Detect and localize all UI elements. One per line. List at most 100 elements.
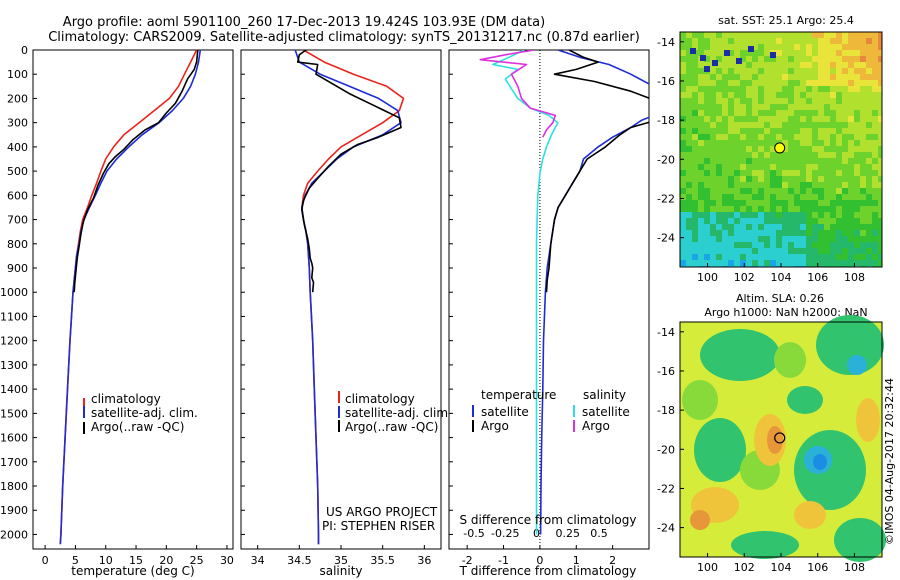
sst-cell xyxy=(758,128,764,134)
sst-cell xyxy=(854,116,860,122)
sst-cell xyxy=(878,260,882,266)
sst-cell xyxy=(680,116,686,122)
sst-cell xyxy=(776,194,782,200)
sst-cell xyxy=(866,242,872,248)
sst-cell xyxy=(740,206,746,212)
sst-cell xyxy=(740,74,746,80)
sst-cell xyxy=(854,56,860,62)
sst-cell xyxy=(692,194,698,200)
sst-cell xyxy=(716,206,722,212)
sst-cell xyxy=(776,32,782,38)
sst-cell xyxy=(680,242,686,248)
sst-cell xyxy=(794,176,800,182)
sst-cell xyxy=(800,200,806,206)
sst-cell xyxy=(788,56,794,62)
sst-cell xyxy=(734,224,740,230)
sst-cell xyxy=(788,80,794,86)
sst-cell xyxy=(746,152,752,158)
sla-argo-location-marker xyxy=(774,432,786,444)
sst-cell xyxy=(836,212,842,218)
temperature-legend-argo: Argo(..raw -QC) xyxy=(91,420,184,434)
sst-cell xyxy=(722,194,728,200)
sst-cell xyxy=(722,188,728,194)
sst-cell xyxy=(800,212,806,218)
sst-cell xyxy=(806,260,812,266)
sst-cell xyxy=(830,146,836,152)
sst-cell xyxy=(794,194,800,200)
sst-cell xyxy=(758,110,764,116)
sst-cell xyxy=(872,110,878,116)
sst-cell xyxy=(710,212,716,218)
salinity-legend: climatology satellite-adj. clim. Argo(..… xyxy=(338,391,452,434)
sst-cell xyxy=(728,218,734,224)
sst-cell xyxy=(734,242,740,248)
sst-cell xyxy=(704,32,710,38)
sst-cell xyxy=(866,116,872,122)
sst-cell xyxy=(806,212,812,218)
sst-cell xyxy=(704,230,710,236)
sst-cell xyxy=(764,206,770,212)
sst-cell xyxy=(716,86,722,92)
sst-cell xyxy=(806,158,812,164)
sst-cell xyxy=(692,68,698,74)
sst-cell xyxy=(716,158,722,164)
difference-series-salinity-argo xyxy=(479,50,557,138)
sst-cell xyxy=(698,164,704,170)
sst-cell xyxy=(710,176,716,182)
sst-cell xyxy=(722,182,728,188)
sst-cell xyxy=(740,56,746,62)
sst-cell xyxy=(710,242,716,248)
sst-cell xyxy=(878,86,882,92)
sst-cell xyxy=(746,248,752,254)
sst-cell xyxy=(818,110,824,116)
sst-cell xyxy=(836,74,842,80)
sst-cell xyxy=(848,200,854,206)
sst-cell xyxy=(824,110,830,116)
salinity-xtick-label-34: 34 xyxy=(251,554,265,567)
sst-cell xyxy=(866,68,872,74)
sst-cell xyxy=(800,206,806,212)
sst-cell xyxy=(866,140,872,146)
sst-cell xyxy=(740,236,746,242)
sst-cell xyxy=(716,182,722,188)
sst-cell xyxy=(752,86,758,92)
sst-cell xyxy=(818,206,824,212)
sst-cell xyxy=(764,194,770,200)
sst-cell xyxy=(728,158,734,164)
sst-cell xyxy=(860,200,866,206)
sst-cell xyxy=(764,224,770,230)
sst-cell xyxy=(686,56,692,62)
sst-cell xyxy=(722,56,728,62)
sst-cell xyxy=(704,140,710,146)
sst-cell xyxy=(860,62,866,68)
sst-cell xyxy=(722,230,728,236)
sst-cell xyxy=(680,248,686,254)
sst-cell xyxy=(758,146,764,152)
sst-cell xyxy=(872,56,878,62)
sst-cell xyxy=(710,122,716,128)
difference-legend-t-argo: Argo xyxy=(481,419,509,433)
sst-cell xyxy=(800,260,806,266)
sst-cell xyxy=(854,176,860,182)
sst-cell xyxy=(854,32,860,38)
sst-cell xyxy=(842,206,848,212)
sst-cell xyxy=(686,110,692,116)
sst-cell xyxy=(788,122,794,128)
sst-cell xyxy=(848,116,854,122)
sst-cell xyxy=(746,206,752,212)
sst-cell xyxy=(734,116,740,122)
sst-cell xyxy=(746,260,752,266)
sst-cell xyxy=(740,122,746,128)
sst-cell xyxy=(800,56,806,62)
sst-cell xyxy=(800,50,806,56)
sst-cell xyxy=(740,110,746,116)
sst-cell xyxy=(776,110,782,116)
sst-cell xyxy=(788,68,794,74)
sst-cell xyxy=(728,116,734,122)
sst-cell xyxy=(794,248,800,254)
sst-cell xyxy=(704,122,710,128)
sst-cell xyxy=(860,146,866,152)
sst-cell xyxy=(740,62,746,68)
sst-cell xyxy=(878,32,882,38)
sst-cell xyxy=(824,104,830,110)
